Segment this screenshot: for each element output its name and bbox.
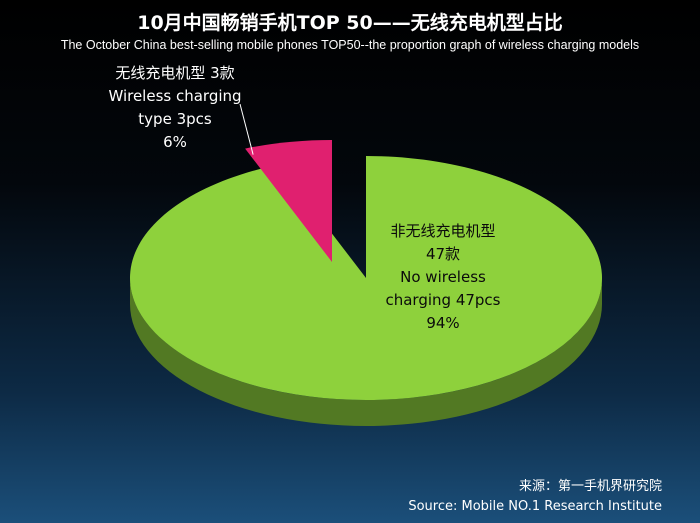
- slice-label-wireless-en2: type 3pcs: [138, 110, 212, 128]
- leader-line-wireless: [239, 103, 254, 155]
- chart-title: 10月中国畅销手机TOP 50——无线充电机型占比: [137, 12, 563, 34]
- slice-label-wireless-percent: 6%: [163, 133, 187, 151]
- pie-slice-no-wireless: [130, 156, 603, 400]
- slice-label-no-wireless-percent: 94%: [426, 314, 460, 332]
- source-line-en: Source: Mobile NO.1 Research Institute: [408, 499, 662, 514]
- slice-label-wireless-en: Wireless charging: [108, 87, 242, 105]
- chart-subtitle: The October China best-selling mobile ph…: [60, 38, 640, 52]
- slice-label-wireless: 无线充电机型 3款 Wireless charging type 3pcs 6%: [95, 62, 255, 154]
- pie-slice-no-wireless-side: [130, 278, 602, 426]
- source-note: 来源：第一手机界研究院 Source: Mobile NO.1 Research…: [408, 477, 662, 517]
- slice-label-no-wireless-count: 47款: [425, 245, 461, 263]
- slice-label-wireless-cn: 无线充电机型 3款: [115, 64, 235, 82]
- slice-label-no-wireless-en2: charging 47pcs: [385, 291, 501, 309]
- slice-label-no-wireless-cn: 非无线充电机型: [390, 222, 496, 240]
- pie-slice-wireless: [245, 140, 332, 262]
- slice-label-no-wireless-en: No wireless: [400, 268, 486, 286]
- source-line-cn: 来源：第一手机界研究院: [518, 479, 662, 494]
- slice-label-no-wireless: 非无线充电机型 47款 No wireless charging 47pcs 9…: [358, 220, 528, 335]
